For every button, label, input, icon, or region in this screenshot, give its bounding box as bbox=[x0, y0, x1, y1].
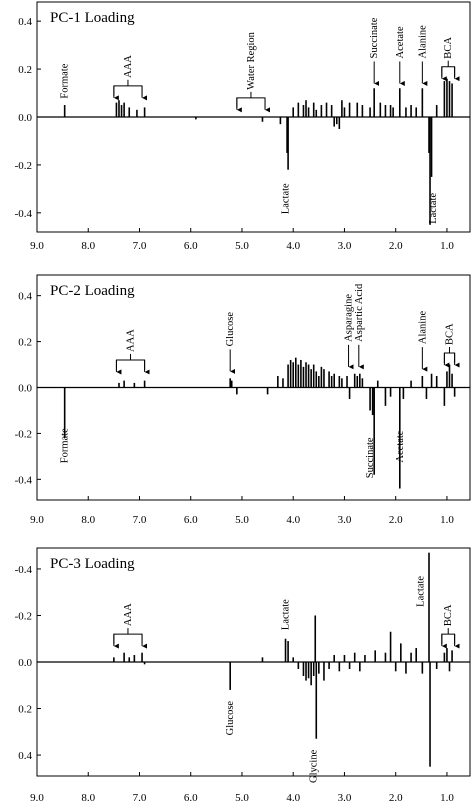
annotation: Glycine bbox=[309, 749, 320, 783]
panel: PC-1 Loading -0.4 -0.2 0.0 0.2 0.4 9.0 8.0 7.0 6.… bbox=[15, 1, 471, 252]
annotation: Lactate bbox=[415, 576, 426, 607]
x-tick-label: 5.0 bbox=[235, 792, 249, 804]
x-tick-label: 8.0 bbox=[81, 792, 95, 804]
annotation: Lactate bbox=[428, 193, 439, 224]
annotation-bracket bbox=[113, 633, 143, 645]
annotation: BCA bbox=[445, 323, 456, 345]
x-tick-label: 7.0 bbox=[133, 792, 147, 804]
y-tick-label: -0.2 bbox=[15, 160, 32, 172]
y-tick-label: 0.4 bbox=[18, 750, 32, 762]
annotation: Formate bbox=[60, 428, 71, 463]
x-tick-label: 5.0 bbox=[235, 240, 249, 252]
annotation: Aspartic Acid bbox=[354, 283, 365, 342]
x-tick-label: 8.0 bbox=[81, 514, 95, 526]
annotation: BCA bbox=[443, 37, 454, 59]
annotation: Lactate bbox=[281, 599, 292, 630]
annotation-bracket bbox=[113, 85, 143, 96]
x-tick-label: 4.0 bbox=[286, 240, 300, 252]
x-tick-label: 2.0 bbox=[389, 792, 403, 804]
panel-title: PC-3 Loading bbox=[50, 556, 135, 572]
annotation-bracket bbox=[236, 97, 266, 108]
x-tick-label: 1.0 bbox=[440, 792, 454, 804]
annotation: Succinate bbox=[365, 437, 376, 478]
y-tick-label: 0.2 bbox=[18, 337, 32, 349]
annotation: Glucose bbox=[225, 701, 236, 736]
panel-title: PC-2 Loading bbox=[50, 283, 135, 299]
annotation-bracket bbox=[441, 66, 456, 77]
annotation: Formate bbox=[60, 63, 71, 98]
annotation: AAA bbox=[123, 603, 134, 626]
annotation: Glucose bbox=[225, 312, 236, 347]
x-tick-label: 8.0 bbox=[81, 240, 95, 252]
x-tick-label: 1.0 bbox=[440, 514, 454, 526]
annotation: Acetate bbox=[395, 430, 406, 462]
x-tick-label: 4.0 bbox=[286, 514, 300, 526]
annotation: Alanine bbox=[417, 311, 428, 345]
y-tick-label: 0.0 bbox=[18, 112, 32, 124]
x-tick-label: 6.0 bbox=[184, 514, 198, 526]
y-tick-label: -0.4 bbox=[15, 208, 33, 220]
annotation: Lactate bbox=[281, 183, 292, 214]
x-tick-label: 7.0 bbox=[133, 514, 147, 526]
x-tick-label: 3.0 bbox=[338, 792, 352, 804]
x-tick-label: 9.0 bbox=[30, 514, 44, 526]
x-tick-label: 4.0 bbox=[286, 792, 300, 804]
annotation: AAA bbox=[123, 55, 134, 78]
annotation: Water Region bbox=[246, 31, 257, 90]
panel-title: PC-1 Loading bbox=[50, 10, 135, 26]
x-tick-label: 2.0 bbox=[389, 240, 403, 252]
annotation-bracket bbox=[441, 633, 456, 645]
annotation: AAA bbox=[126, 329, 137, 352]
panel: PC-3 Loading -0.4 -0.2 0.0 0.2 0.4 9.0 8.0 7.0 6.… bbox=[15, 547, 471, 804]
annotation: Succinate bbox=[369, 17, 380, 58]
y-tick-label: -0.2 bbox=[15, 610, 32, 622]
x-tick-label: 9.0 bbox=[30, 792, 44, 804]
y-tick-label: 0.0 bbox=[18, 657, 32, 669]
panel: PC-2 Loading -0.4 -0.2 0.0 0.2 0.4 9.0 8.0 7.0 6.… bbox=[15, 274, 471, 526]
x-tick-label: 2.0 bbox=[389, 514, 403, 526]
y-tick-label: 0.2 bbox=[18, 64, 32, 76]
annotation: Alanine bbox=[417, 25, 428, 59]
annotation: BCA bbox=[443, 604, 454, 626]
x-tick-label: 3.0 bbox=[338, 240, 352, 252]
x-tick-label: 3.0 bbox=[338, 514, 352, 526]
y-tick-label: 0.2 bbox=[18, 704, 32, 716]
y-tick-label: -0.4 bbox=[15, 564, 33, 576]
y-tick-label: 0.4 bbox=[18, 16, 32, 28]
annotation-bracket bbox=[443, 352, 456, 364]
annotation: Asparagine bbox=[344, 294, 355, 342]
y-tick-label: -0.2 bbox=[15, 428, 32, 440]
x-tick-label: 5.0 bbox=[235, 514, 249, 526]
x-tick-label: 6.0 bbox=[184, 792, 198, 804]
y-tick-label: 0.4 bbox=[18, 291, 32, 303]
annotation-bracket bbox=[115, 359, 146, 370]
x-tick-label: 7.0 bbox=[133, 240, 147, 252]
x-tick-label: 1.0 bbox=[440, 240, 454, 252]
x-tick-label: 9.0 bbox=[30, 240, 44, 252]
y-tick-label: 0.0 bbox=[18, 383, 32, 395]
x-tick-label: 6.0 bbox=[184, 240, 198, 252]
y-tick-label: -0.4 bbox=[15, 474, 33, 486]
annotation: Acetate bbox=[395, 26, 406, 58]
